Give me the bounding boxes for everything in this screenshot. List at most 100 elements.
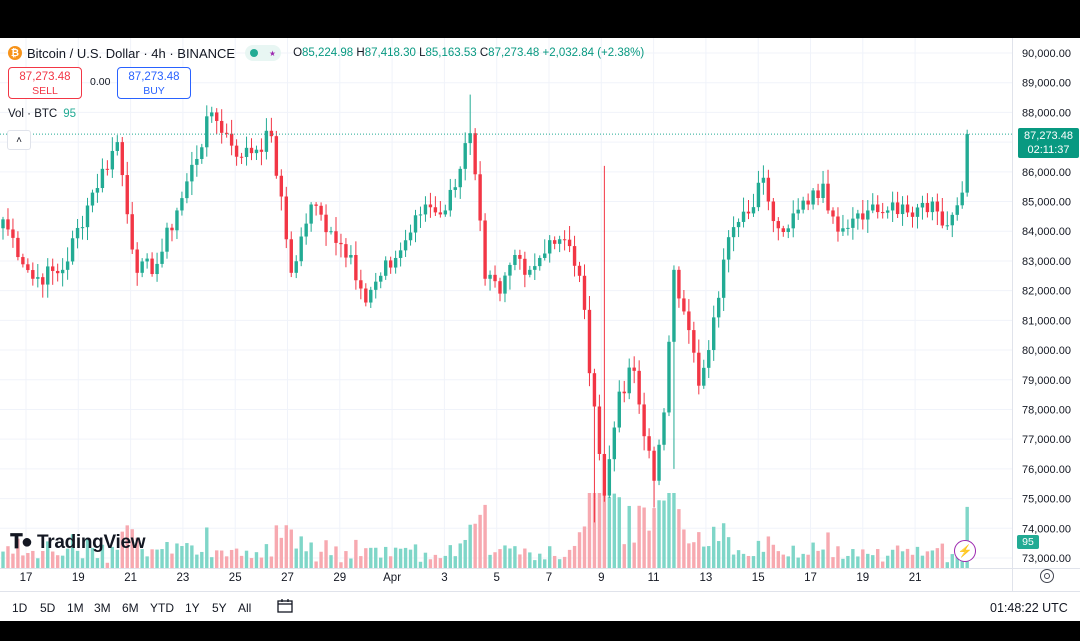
- timeframe-3m[interactable]: 3M: [94, 601, 111, 615]
- volume-bar: [140, 549, 144, 568]
- candle-body: [900, 204, 905, 215]
- candle-body: [577, 265, 582, 276]
- y-tick-label: 78,000.00: [1022, 404, 1071, 416]
- candle-body: [80, 227, 85, 229]
- candle-body: [51, 266, 55, 271]
- volume-bar: [751, 556, 756, 568]
- timeframe-5y[interactable]: 5Y: [212, 601, 227, 615]
- x-tick-label: 25: [229, 572, 242, 584]
- candle-body: [244, 147, 249, 157]
- volume-bar: [135, 537, 139, 568]
- candle-body: [324, 214, 328, 233]
- timeframe-all[interactable]: All: [238, 601, 252, 615]
- volume-bar: [1, 551, 5, 568]
- timeframe-1d[interactable]: 1D: [12, 601, 28, 615]
- candle-body: [408, 232, 413, 241]
- timeframe-1y[interactable]: 1Y: [185, 601, 200, 615]
- volume-bar: [518, 554, 522, 568]
- candle-body: [652, 450, 656, 481]
- timeframe-1m[interactable]: 1M: [67, 601, 84, 615]
- volume-bar: [538, 553, 542, 568]
- candle-body: [443, 210, 448, 215]
- candle-body: [831, 210, 835, 217]
- settings-gear-icon[interactable]: [1040, 569, 1054, 583]
- candle-body: [617, 391, 621, 428]
- volume-bar: [314, 561, 318, 568]
- candle-body: [31, 270, 35, 279]
- volume-bar: [80, 558, 85, 568]
- symbol-title[interactable]: Bitcoin / U.S. Dollar · 4h · BINANCE: [27, 45, 236, 61]
- candle-body: [731, 227, 736, 238]
- volume-bar: [259, 557, 264, 568]
- collapse-legend-button[interactable]: ˄: [7, 130, 31, 150]
- x-tick-label: 7: [546, 572, 552, 584]
- volume-bar: [264, 544, 269, 568]
- candle-body: [622, 391, 626, 394]
- spread-value: 0.00: [90, 76, 111, 88]
- volume-bar: [219, 550, 224, 568]
- candle-body: [592, 373, 597, 407]
- volume-legend[interactable]: Vol · BTC 95: [8, 108, 76, 120]
- buy-button[interactable]: 87,273.48 BUY: [117, 67, 191, 99]
- volume-bar: [821, 549, 825, 568]
- volume-bar: [155, 549, 159, 568]
- sell-button[interactable]: 87,273.48 SELL: [8, 67, 82, 99]
- volume-bar: [776, 551, 781, 568]
- calendar-goto-icon[interactable]: [277, 598, 293, 613]
- volume-bar: [289, 529, 293, 568]
- candle-body: [687, 311, 691, 331]
- volume-bar: [205, 527, 209, 568]
- volume-bar: [866, 553, 870, 568]
- volume-bar: [528, 552, 532, 568]
- tradingview-logo[interactable]: 𝐓● TradingView: [10, 531, 146, 554]
- volume-bar: [612, 493, 617, 568]
- candle-body: [413, 215, 418, 233]
- candle-body: [100, 168, 105, 189]
- volume-bar: [707, 546, 711, 568]
- market-status-pill[interactable]: ⭑: [245, 45, 282, 61]
- volume-bar: [642, 507, 646, 568]
- candle-body: [915, 207, 920, 217]
- candle-body: [319, 205, 323, 215]
- candle-body: [518, 255, 522, 259]
- volume-bar: [498, 549, 502, 568]
- volume-bar: [100, 544, 105, 568]
- volume-bar: [895, 545, 900, 568]
- volume-bar: [274, 525, 279, 568]
- candle-body: [339, 242, 343, 245]
- y-tick-label: 75,000.00: [1022, 494, 1071, 506]
- change-value: +2,032.84 (+2.38%): [542, 47, 645, 59]
- candle-body: [110, 150, 115, 170]
- volume-bar: [791, 545, 795, 568]
- candle-body: [354, 255, 358, 281]
- volume-bar: [85, 537, 90, 568]
- candle-body: [309, 204, 313, 224]
- timeframe-ytd[interactable]: YTD: [150, 601, 174, 615]
- volume-bar: [249, 558, 254, 568]
- volume-bar: [702, 546, 706, 568]
- candle-body: [463, 143, 467, 169]
- timeframe-6m[interactable]: 6M: [122, 601, 139, 615]
- volume-bar: [841, 558, 845, 568]
- volume-bar: [304, 551, 308, 568]
- chart-canvas[interactable]: 73,000.00 74,000.00 75,000.00 76,000.00 77,0…: [0, 38, 1080, 591]
- volume-bar: [210, 557, 214, 568]
- volume-bar: [607, 496, 612, 568]
- x-tick-label: 13: [700, 572, 713, 584]
- candle-body: [488, 274, 492, 279]
- candle-body: [955, 205, 959, 215]
- y-tick-label: 73,000.00: [1022, 553, 1071, 565]
- candle-body: [905, 204, 910, 213]
- candle-body: [533, 266, 537, 270]
- utc-clock[interactable]: 01:48:22 UTC: [990, 601, 1068, 615]
- candle-body: [771, 201, 776, 222]
- candle-body: [60, 269, 65, 274]
- tradingview-logo-icon: 𝐓●: [10, 531, 33, 553]
- volume-bar: [736, 550, 741, 568]
- candle-body: [6, 219, 10, 230]
- candle-body: [130, 214, 134, 250]
- candle-body: [692, 330, 696, 353]
- flash-icon[interactable]: ⚡: [954, 540, 976, 562]
- volume-bar: [627, 505, 631, 568]
- timeframe-5d[interactable]: 5D: [40, 601, 56, 615]
